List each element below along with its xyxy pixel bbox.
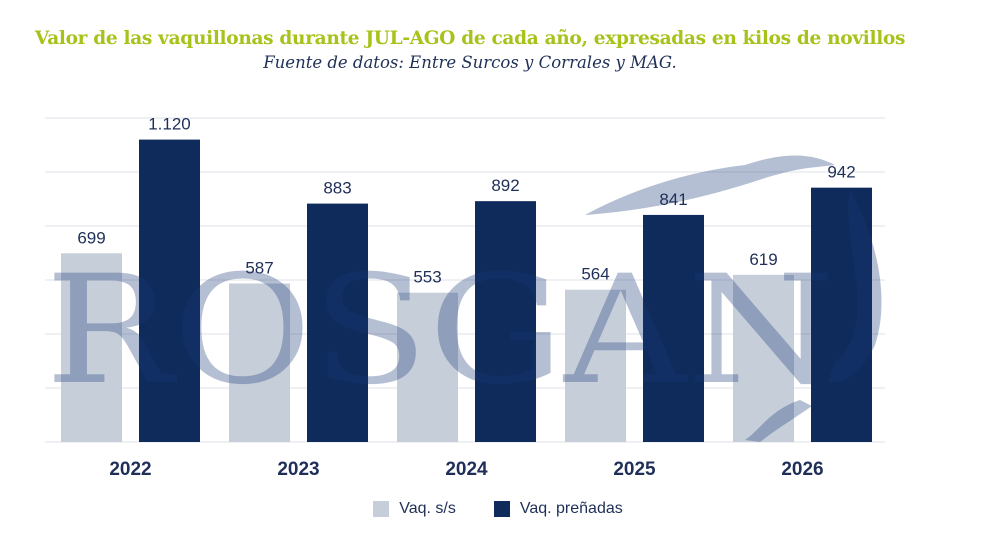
bar-vaq-prenadas: [475, 201, 536, 442]
x-axis-labels: 2022 2023 2024 2025 2026: [109, 459, 823, 480]
legend-label-vaq-ss: Vaq. s/s: [399, 500, 456, 517]
bar-vaq-ss: [565, 289, 626, 442]
data-label: 892: [491, 176, 519, 195]
legend: Vaq. s/s Vaq. preñadas: [0, 500, 996, 518]
bar-vaq-ss: [61, 253, 122, 442]
chart-title: Valor de las vaquillonas durante JUL-AGO…: [34, 28, 906, 49]
legend-swatch-vaq-prenadas: [493, 501, 510, 517]
x-tick-label: 2026: [781, 459, 823, 480]
bull-horn-watermark: [585, 155, 835, 215]
x-tick-label: 2024: [445, 459, 488, 480]
data-label: 587: [245, 259, 273, 278]
data-label: 841: [659, 190, 687, 209]
data-label: 553: [413, 268, 441, 287]
legend-label-vaq-prenadas: Vaq. preñadas: [519, 500, 623, 517]
bar-chart: ROSGAN 6991.120587883553892564841619942 …: [45, 115, 885, 480]
data-label: 883: [323, 179, 351, 198]
rosgan-watermark: ROSGAN: [45, 155, 882, 442]
bar-vaq-prenadas: [139, 139, 200, 442]
bar-vaq-ss: [733, 274, 794, 442]
bar-vaq-prenadas: [811, 187, 872, 442]
data-label: 619: [749, 250, 777, 269]
bar-vaq-prenadas: [307, 203, 368, 442]
data-label: 699: [77, 228, 105, 247]
legend-item-vaq-prenadas: Vaq. preñadas: [493, 500, 623, 518]
bars: [61, 139, 872, 442]
data-label: 942: [827, 163, 855, 182]
value-labels: 699 1.120 587 883 553 892 564 841 619 942: [77, 115, 855, 287]
bar-vaq-ss: [229, 283, 290, 442]
data-label: 564: [581, 265, 609, 284]
x-tick-label: 2025: [613, 459, 656, 480]
legend-swatch-vaq-ss: [373, 501, 390, 517]
bar-vaq-prenadas: [643, 214, 704, 442]
x-tick-label: 2022: [109, 459, 151, 480]
x-tick-label: 2023: [277, 459, 319, 480]
chart-subtitle: Fuente de datos: Entre Surcos y Corrales…: [263, 53, 677, 72]
legend-item-vaq-ss: Vaq. s/s: [373, 500, 456, 518]
data-label: 1.120: [148, 115, 191, 134]
bar-vaq-ss: [397, 292, 458, 442]
watermark-text: ROSGAN: [45, 244, 835, 418]
